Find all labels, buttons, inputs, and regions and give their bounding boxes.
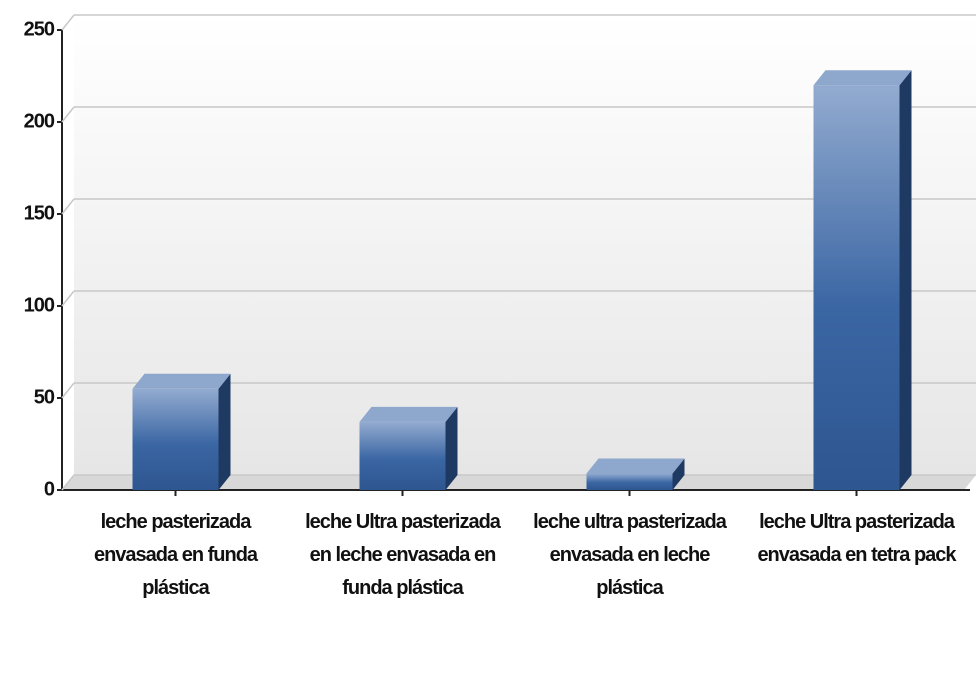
bar-front: [813, 85, 900, 490]
floor: [62, 475, 976, 490]
bar-side: [899, 70, 912, 490]
y-tick-label: 50: [34, 386, 55, 408]
grid-line: [61, 198, 75, 215]
grid-line: [61, 106, 75, 123]
y-tick-label: 0: [44, 478, 55, 500]
bar-top: [359, 406, 458, 422]
bar-front: [586, 473, 673, 490]
bar-side: [218, 373, 231, 490]
x-tick-label: leche Ultra pasterizada en leche envasad…: [305, 511, 501, 599]
x-tick-label: leche ultra pasterizada envasada en lech…: [533, 511, 727, 599]
grid-line: [61, 290, 75, 307]
x-tick-label: leche Ultra pasterizada envasada en tetr…: [757, 511, 956, 566]
grid-line: [61, 382, 75, 399]
bar: [813, 70, 912, 490]
x-tick-label: leche pasterizada envasada en funda plás…: [93, 511, 258, 599]
bar: [132, 373, 231, 490]
back-wall: [74, 15, 976, 475]
bar-side: [445, 406, 458, 490]
bar-top: [586, 458, 685, 474]
bar-front: [132, 388, 219, 490]
bar-front: [359, 421, 446, 490]
y-tick-label: 200: [24, 110, 55, 132]
bar-top: [132, 373, 231, 389]
bar-top: [813, 70, 912, 86]
bar-side: [672, 458, 685, 490]
grid-line: [61, 474, 75, 491]
y-tick-label: 100: [24, 294, 55, 316]
y-tick-label: 150: [24, 202, 55, 224]
grid-line: [61, 14, 75, 31]
bar: [359, 406, 458, 490]
bar: [586, 458, 685, 490]
y-tick-label: 250: [24, 18, 55, 40]
